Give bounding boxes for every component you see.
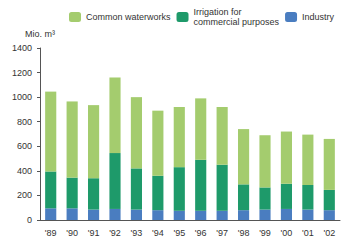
svg-text:'95: '95	[173, 228, 185, 238]
svg-text:'93: '93	[131, 228, 143, 238]
svg-text:'97: '97	[216, 228, 228, 238]
svg-text:'94: '94	[152, 228, 164, 238]
svg-text:0: 0	[27, 215, 32, 225]
svg-text:Irrigation for: Irrigation for	[194, 7, 242, 17]
svg-text:'01: '01	[302, 228, 314, 238]
svg-text:400: 400	[17, 166, 32, 176]
svg-text:Industry: Industry	[302, 12, 335, 22]
svg-text:Mio. m³: Mio. m³	[25, 29, 55, 39]
svg-text:'91: '91	[88, 228, 100, 238]
svg-text:200: 200	[17, 190, 32, 200]
svg-text:commercial purposes: commercial purposes	[194, 17, 280, 27]
svg-text:'99: '99	[259, 228, 271, 238]
svg-text:'00: '00	[281, 228, 293, 238]
svg-text:'98: '98	[238, 228, 250, 238]
svg-text:Common waterworks: Common waterworks	[86, 12, 171, 22]
svg-text:'92: '92	[109, 228, 121, 238]
svg-text:600: 600	[17, 141, 32, 151]
svg-text:1000: 1000	[12, 92, 32, 102]
svg-text:'02: '02	[323, 228, 335, 238]
svg-text:'96: '96	[195, 228, 207, 238]
svg-text:1400: 1400	[12, 43, 32, 53]
svg-text:1200: 1200	[12, 68, 32, 78]
svg-text:'89: '89	[45, 228, 57, 238]
svg-text:800: 800	[17, 117, 32, 127]
svg-text:'90: '90	[66, 228, 78, 238]
